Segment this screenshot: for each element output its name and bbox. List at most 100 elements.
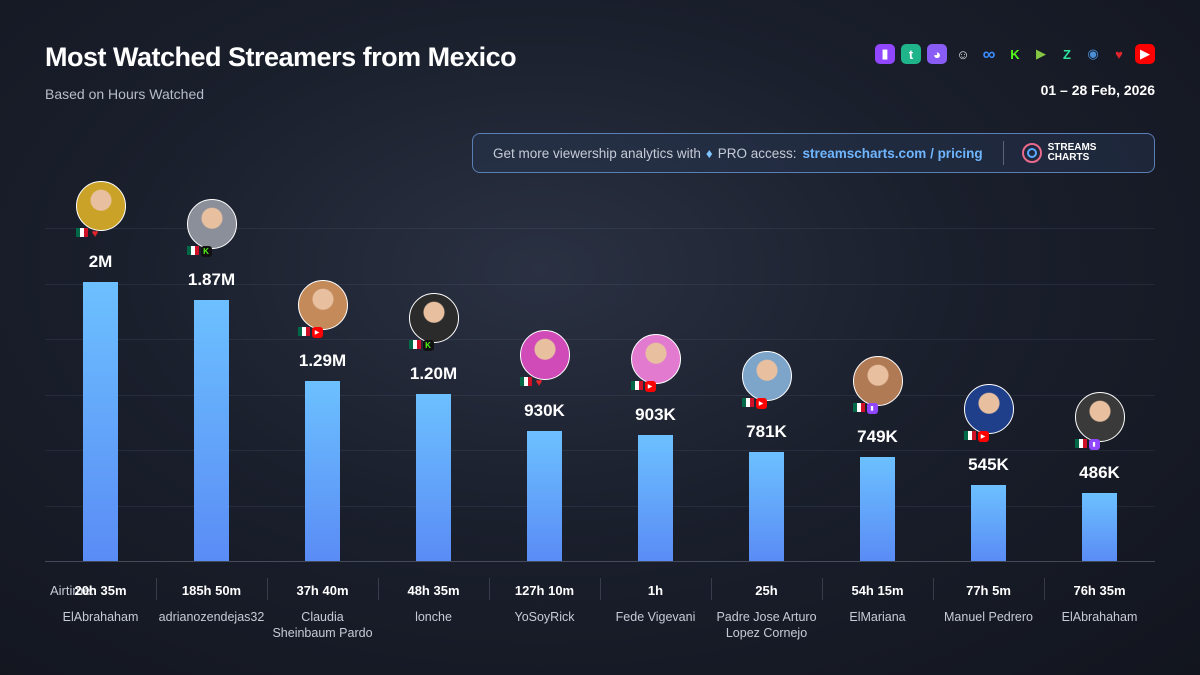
column-separator [156,578,157,600]
infinity-icon: ∞ [982,43,996,64]
x-axis-line [45,561,1155,562]
streamer-badges: ♥ [75,227,101,240]
streamer-name[interactable]: Fede Vigevani [615,610,696,624]
grid-line [45,395,1155,396]
airtime-value: 185h 50m [181,583,242,598]
streamer-name[interactable]: ElAbrahaham [62,610,139,624]
twitch-icon: ▮ [866,403,878,414]
streamer-name[interactable]: Padre Jose Arturo Lopez Cornejo [716,610,817,640]
airtime-value: 76h 35m [1073,583,1126,598]
mexico-flag-icon [963,431,976,440]
logo-line2: CHARTS [1047,152,1090,163]
logo-line1: STREAMS [1047,142,1097,153]
bar-7[interactable] [749,452,784,561]
zeta-icon: Z [1063,46,1071,62]
column-separator [489,578,490,600]
bar-4[interactable] [416,394,451,561]
steam-icon: ◉ [1087,46,1099,61]
airtime-value: 48h 35m [407,583,460,598]
streamer-avatar[interactable] [852,356,903,406]
bar-2[interactable] [194,300,229,561]
streamer-avatar[interactable] [630,334,681,384]
streamer-name[interactable]: YoSoyRick [514,610,575,624]
streamer-name[interactable]: ElAbrahaham [1061,610,1138,624]
airtime-value: 127h 10m [514,583,575,598]
mexico-flag-icon [408,340,421,349]
platform-icons: ▮ t ◕ ☺ ∞ K ▶ Z ◉ ♥ ▶ [875,44,1155,64]
airtime-value: 20h 35m [74,583,127,598]
bar-value-label: 1.87M [187,270,236,289]
airtime-value: 54h 15m [851,583,904,598]
streamer-badges: ▮ [852,403,878,414]
streamer-badges: ▶ [630,381,656,392]
kick-icon: K [422,340,434,351]
bar-value-label: 749K [857,427,898,446]
streamer-avatar[interactable] [1074,392,1125,442]
column-separator [1044,578,1045,600]
pricing-link[interactable]: streamscharts.com / pricing [802,145,983,161]
bar-value-label: 1.29M [298,351,347,370]
bar-value-label: 930K [524,401,565,420]
grid-line [45,450,1155,451]
youtube-icon: ▶ [1135,44,1155,64]
bar-value-label: 1.20M [409,364,458,383]
streamer-avatar[interactable] [297,280,348,330]
streamer-name[interactable]: lonche [415,610,452,624]
bar-5[interactable] [527,431,562,561]
bar-value-label: 486K [1079,463,1120,482]
streamer-avatar[interactable] [186,199,237,249]
streamer-avatar[interactable] [408,293,459,343]
column-separator [822,578,823,600]
bar-6[interactable] [638,435,673,561]
heart-icon: ♥ [91,227,99,240]
streamer-badges: K [408,340,434,351]
promo-banner[interactable]: Get more viewership analytics with ♦ PRO… [472,133,1155,173]
column-separator [933,578,934,600]
grid-line [45,284,1155,285]
streamer-name[interactable]: adrianozendejas32 [158,610,265,624]
ghost-icon: ☺ [956,46,970,62]
grid-line [45,228,1155,229]
mexico-flag-icon [297,327,310,336]
streamer-avatar[interactable] [75,181,126,231]
streamer-badges: ▮ [1074,439,1100,450]
streamer-name[interactable]: Manuel Pedrero [944,610,1033,624]
mexico-flag-icon [1074,439,1087,448]
youtube-icon: ▶ [644,381,656,392]
kick-alt-icon: ◕ [927,44,947,64]
streamer-badges: K [186,246,212,257]
trovo-icon: t [901,44,921,64]
bar-9[interactable] [971,485,1006,561]
streamer-name[interactable]: Claudia Sheinbaum Pardo [272,610,373,640]
bar-1[interactable] [83,282,118,561]
streamer-badges: ▶ [963,431,989,442]
twitch-icon: ▮ [875,44,895,64]
heart-icon: ♥ [535,376,543,389]
kick-icon: K [200,246,212,257]
streamer-badges: ▶ [741,398,767,409]
bar-value-label: 781K [746,422,787,441]
mexico-flag-icon [186,246,199,255]
streamer-avatar[interactable] [519,330,570,380]
bar-8[interactable] [860,457,895,561]
streamer-avatar[interactable] [741,351,792,401]
bar-value-label: 545K [968,455,1009,474]
rumble-icon: ▶ [1036,46,1046,61]
heart-icon: ♥ [1115,46,1123,62]
airtime-value: 37h 40m [296,583,349,598]
youtube-icon: ▶ [977,431,989,442]
bar-3[interactable] [305,381,340,561]
mexico-flag-icon [630,381,643,390]
airtime-label: Airtime: [50,583,95,598]
kick-icon: K [1010,46,1020,62]
diamond-icon: ♦ [705,145,713,161]
airtime-value: 77h 5m [966,583,1011,598]
mexico-flag-icon [75,228,88,237]
streamscharts-logo[interactable]: STREAMS CHARTS [1021,142,1097,163]
twitch-icon: ▮ [1088,439,1100,450]
streamer-name[interactable]: ElMariana [849,610,906,624]
streamer-avatar[interactable] [963,384,1014,434]
bar-value-label: 903K [635,405,676,424]
bar-10[interactable] [1082,493,1117,561]
